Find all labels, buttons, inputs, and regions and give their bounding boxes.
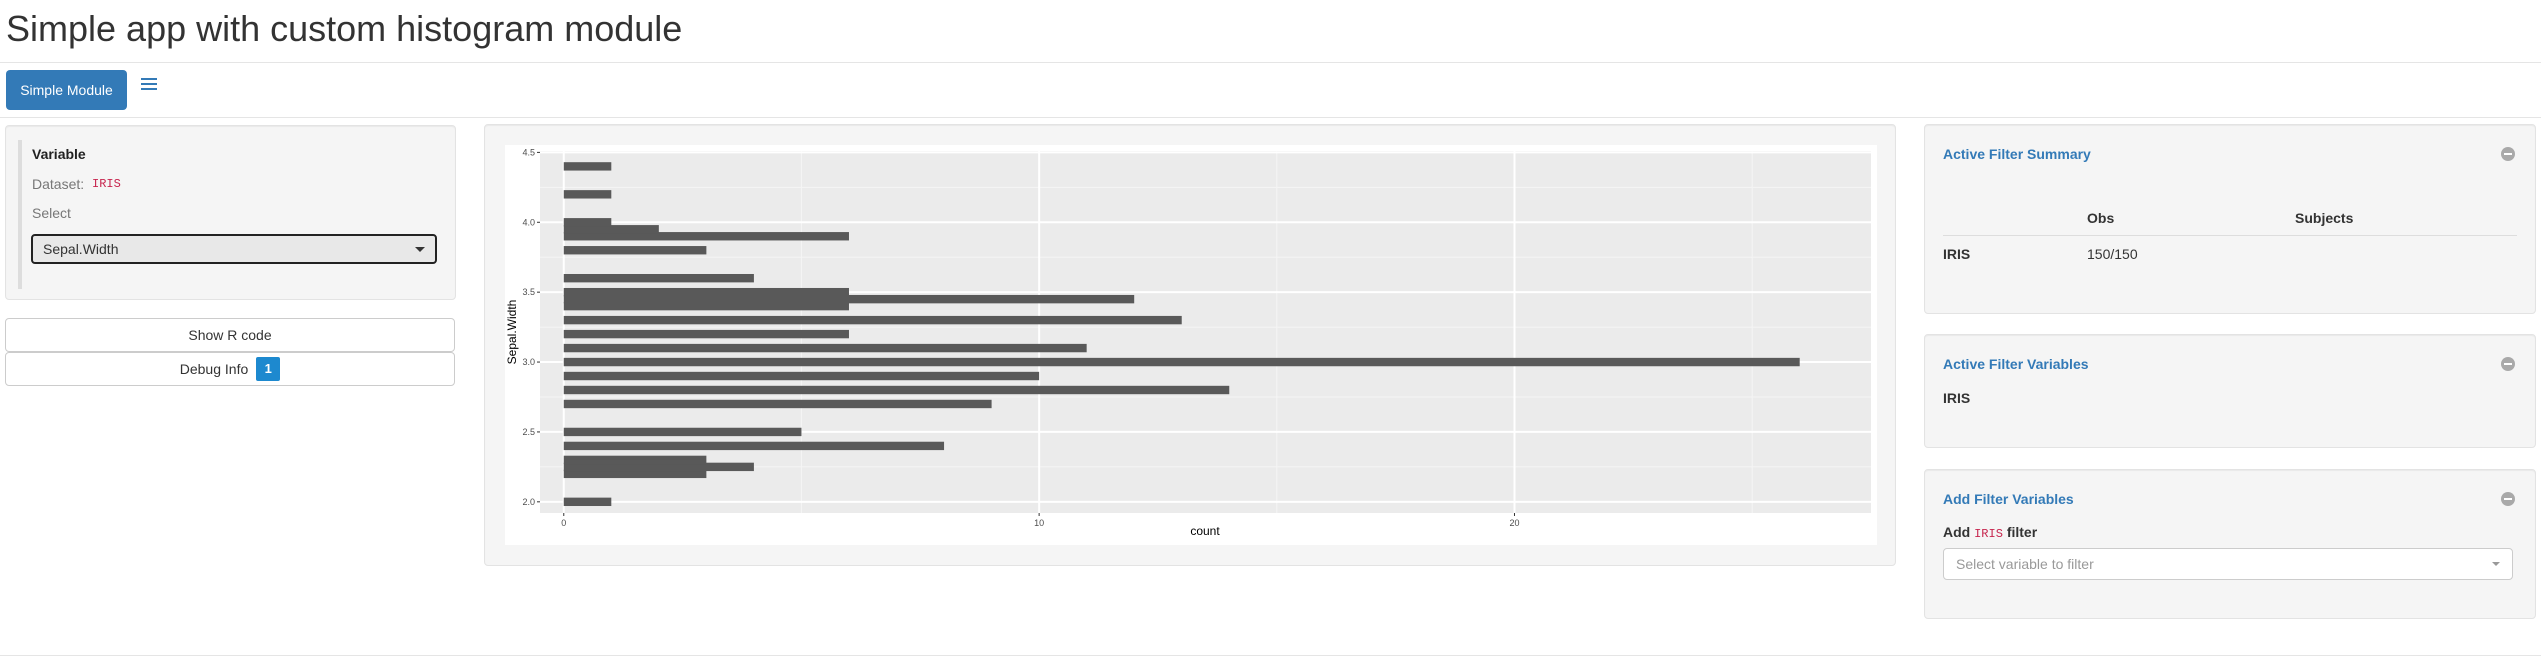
filter-variables-title: Active Filter Variables [1943, 356, 2089, 372]
show-r-code-button[interactable]: Show R code [5, 318, 455, 352]
debug-count-badge: 1 [256, 357, 281, 381]
histogram-bar [563, 246, 707, 255]
subjects-header: Subjects [2295, 210, 2354, 226]
y-tick-label: 3.5 [522, 287, 535, 297]
histogram-bar [563, 162, 612, 171]
histogram-bar [563, 441, 945, 451]
add-filter-panel: Add Filter Variables Add IRIS filter Sel… [1924, 469, 2536, 619]
histogram-bar [563, 190, 612, 199]
filter-summary-panel: Active Filter Summary Obs Subjects IRIS … [1924, 124, 2536, 314]
filter-select-placeholder: Select variable to filter [1956, 556, 2094, 572]
histogram-bar [563, 315, 1182, 325]
histogram-bar [563, 385, 1230, 395]
y-tick-label: 4.5 [522, 147, 535, 157]
filter-variables-dataset: IRIS [1943, 390, 1971, 406]
encoding-panel: Variable Dataset: IRIS Select Sepal.Widt… [5, 125, 456, 300]
histogram-bar [563, 399, 992, 409]
add-filter-dataset-code: IRIS [1974, 527, 2003, 541]
histogram-bar [563, 343, 1087, 353]
histogram-bar [563, 273, 754, 283]
x-tick-label: 20 [1509, 518, 1519, 528]
tab-simple-module[interactable]: Simple Module [6, 70, 127, 110]
show-r-code-label: Show R code [188, 327, 272, 343]
histogram-bar [563, 232, 849, 241]
filter-variable-select[interactable]: Select variable to filter [1943, 548, 2513, 580]
x-axis-label: count [1190, 524, 1220, 538]
dataset-label: Dataset: [32, 176, 85, 192]
histogram-bar [563, 469, 707, 479]
filter-word: filter [2006, 524, 2038, 540]
y-tick-label: 4.0 [522, 217, 535, 227]
histogram-bar [563, 301, 849, 311]
variable-heading: Variable [32, 146, 86, 162]
select-label: Select [32, 205, 71, 221]
add-filter-label: Add IRIS filter [1943, 524, 2037, 541]
histogram-bar [563, 455, 707, 465]
page-title: Simple app with custom histogram module [6, 8, 683, 49]
filter-variables-panel: Active Filter Variables IRIS [1924, 334, 2536, 448]
caret-down-icon [415, 247, 425, 252]
nav-divider [0, 117, 2541, 118]
histogram-bar [563, 357, 1800, 367]
obs-header: Obs [2087, 210, 2115, 226]
collapse-icon[interactable] [2501, 492, 2515, 506]
y-tick-label: 2.0 [522, 497, 535, 507]
filter-summary-title: Active Filter Summary [1943, 146, 2091, 162]
histogram-bar [563, 497, 612, 507]
dataset-name: IRIS [92, 177, 121, 191]
variable-section [18, 140, 443, 289]
collapse-icon[interactable] [2501, 357, 2515, 371]
histogram-bar [563, 462, 754, 472]
variable-select[interactable]: Sepal.Width [31, 234, 437, 264]
x-tick-label: 0 [561, 518, 566, 528]
add-filter-title: Add Filter Variables [1943, 491, 2074, 507]
variable-select-value: Sepal.Width [43, 241, 119, 257]
y-tick-label: 3.0 [522, 357, 535, 367]
histogram-bar [563, 225, 659, 234]
histogram-bar [563, 287, 849, 297]
summary-divider [1943, 235, 2517, 236]
footer-divider [0, 655, 2541, 656]
histogram-bar [563, 371, 1040, 381]
histogram-bar [563, 218, 612, 227]
add-word: Add [1943, 524, 1971, 540]
collapse-icon[interactable] [2501, 147, 2515, 161]
debug-info-label: Debug Info [179, 361, 249, 377]
y-tick-label: 2.5 [522, 427, 535, 437]
histogram-bar [563, 427, 802, 437]
x-tick-label: 10 [1034, 518, 1044, 528]
histogram-plot: 0 10 20 2.0 2.5 3.0 3.5 4.0 4.5 count Sepal.Widt… [505, 145, 1877, 545]
summary-row-obs: 150/150 [2087, 246, 2138, 262]
title-divider [0, 62, 2541, 63]
summary-row-label: IRIS [1943, 246, 1971, 262]
histogram-bar [563, 294, 1135, 304]
hamburger-icon[interactable] [141, 78, 157, 92]
caret-down-icon [2492, 562, 2500, 566]
y-axis-label: Sepal.Width [505, 300, 519, 365]
histogram-bar [563, 329, 849, 339]
plot-panel: 0 10 20 2.0 2.5 3.0 3.5 4.0 4.5 count Sepal.Widt… [484, 124, 1896, 566]
debug-info-button[interactable]: Debug Info 1 [5, 352, 455, 386]
